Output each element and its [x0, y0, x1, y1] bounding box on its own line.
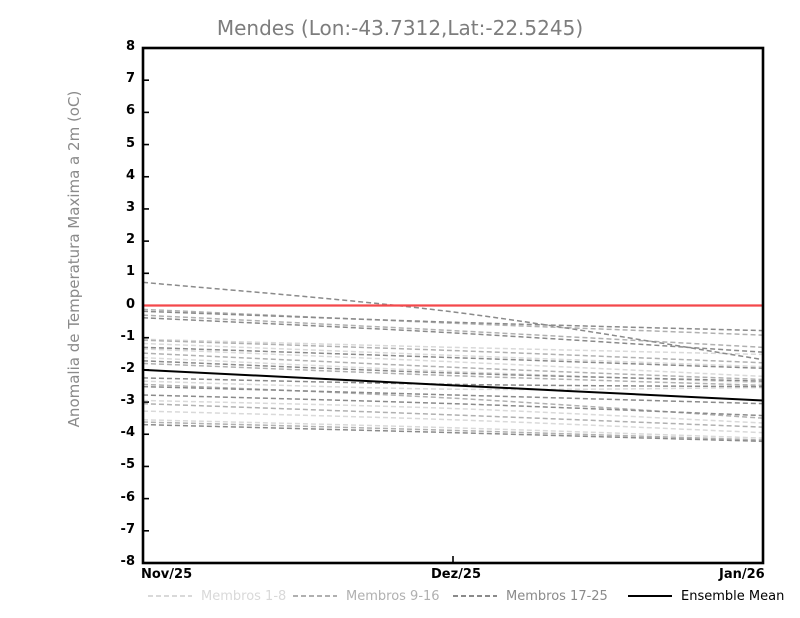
series-line	[142, 399, 764, 424]
legend-label: Ensemble Mean	[681, 588, 785, 604]
y-tick-label: -6	[120, 489, 135, 505]
series-line	[142, 342, 764, 368]
legend-label: Membros 1-8	[201, 588, 287, 604]
series-line	[142, 362, 764, 387]
series-line	[142, 419, 764, 439]
series-line	[142, 356, 764, 384]
legend-swatch-line-icon	[293, 595, 337, 597]
y-tick-label: 1	[125, 264, 135, 280]
series-line	[142, 380, 764, 391]
y-tick-label: 2	[125, 232, 135, 248]
y-tick-label: 5	[125, 135, 135, 151]
series-line	[142, 352, 764, 381]
y-tick-label: -7	[120, 521, 135, 537]
chart-legend: Membros 1-8 Membros 9-16 Membros 17-25 Ense…	[143, 586, 784, 608]
series-line	[142, 402, 764, 428]
legend-label: Membros 17-25	[506, 588, 608, 604]
series-line	[142, 339, 764, 364]
y-tick-label: -5	[120, 457, 135, 473]
x-tick-label: Nov/25	[141, 567, 193, 582]
series-line	[142, 348, 764, 378]
legend-label: Membros 9-16	[346, 588, 440, 604]
series-line	[142, 377, 764, 388]
series-line	[142, 394, 764, 417]
series-line	[142, 360, 764, 382]
legend-entry: Ensemble Mean	[628, 586, 784, 606]
series-line	[142, 316, 764, 353]
y-tick-label: -1	[120, 328, 135, 344]
ensemble-mean-line	[142, 368, 764, 402]
page-title: Mendes (Lon:-43.7312,Lat:-22.5245)	[216, 16, 584, 40]
legend-swatch-line-icon	[628, 595, 672, 597]
legend-entry: Membros 1-8	[148, 586, 286, 606]
legend-swatch-line-icon	[148, 595, 192, 597]
y-tick-label: -4	[120, 425, 135, 441]
series-line	[142, 338, 764, 356]
y-tick-label: 4	[125, 167, 135, 183]
y-tick-label: -8	[120, 554, 135, 569]
axis-frame	[141, 46, 765, 565]
series-line	[142, 385, 764, 405]
series-line	[142, 423, 764, 443]
y-tick-label: -2	[120, 360, 135, 376]
legend-entry: Membros 17-25	[453, 586, 608, 606]
series-line	[142, 310, 764, 332]
y-tick-label: 3	[125, 199, 135, 215]
y-tick-label: 6	[125, 103, 135, 119]
y-tick-label: 7	[125, 71, 135, 87]
y-tick-label: -3	[120, 393, 135, 409]
y-tick-label: 8	[125, 39, 135, 54]
series-line	[142, 281, 764, 361]
series-line	[142, 308, 764, 336]
x-tick-label: Dez/25	[431, 567, 482, 582]
series-line	[142, 421, 764, 441]
y-tick-label: 0	[125, 296, 135, 312]
series-group	[142, 281, 764, 443]
series-line	[142, 346, 764, 370]
legend-entry: Membros 9-16	[293, 586, 440, 606]
legend-swatch-line-icon	[453, 595, 497, 597]
x-tick-label: Jan/26	[719, 567, 765, 582]
series-line	[142, 410, 764, 434]
series-line	[142, 314, 764, 349]
